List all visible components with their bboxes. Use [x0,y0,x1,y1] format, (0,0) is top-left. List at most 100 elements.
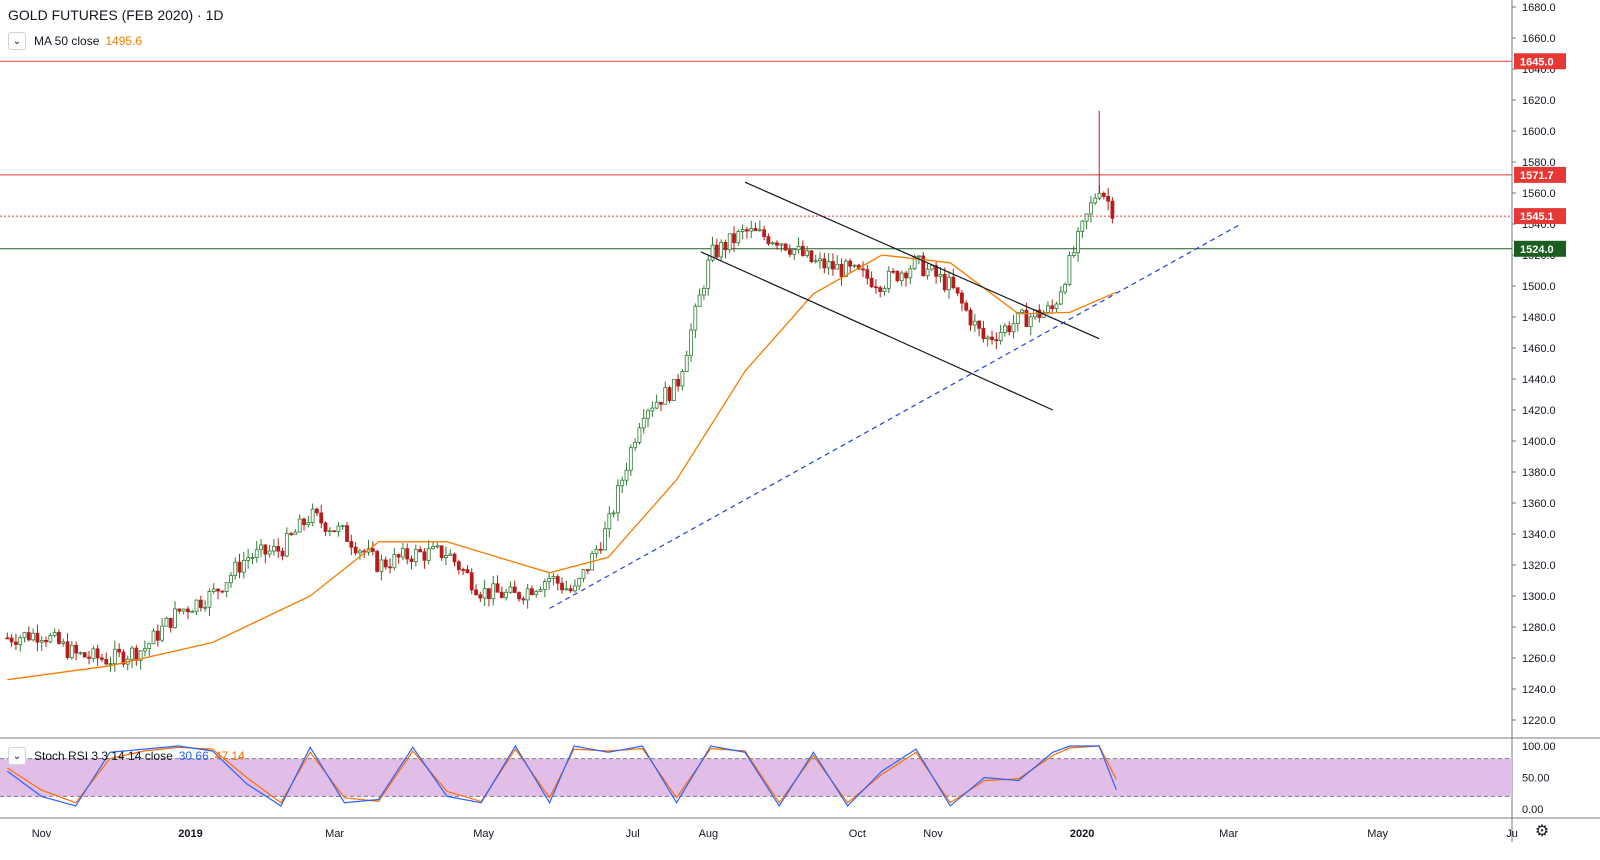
price-tick-label: 1280.0 [1522,622,1556,634]
candle-up [91,648,96,659]
candle-down [676,378,681,387]
candle-down [934,265,939,277]
chevron-down-icon[interactable]: ⌄ [8,32,26,50]
candle-down [960,292,964,304]
candle-down [276,546,281,552]
candle-down [121,651,126,665]
candle-up [843,260,848,278]
candle-down [186,608,190,613]
candle-down [74,644,79,654]
candle-up [947,276,951,291]
time-tick-label: Mar [1219,828,1238,840]
candle-up [173,608,177,628]
candle-up [641,417,646,429]
candle-down [319,512,324,524]
candle-down [981,327,986,340]
candle-up [241,560,246,573]
candle-up [650,407,655,412]
price-tick-label: 1560.0 [1522,188,1556,200]
candle-down [474,589,478,596]
candle-down [1050,305,1055,310]
candle-up [693,305,698,331]
candle-down [874,286,878,289]
candle-down [469,572,474,591]
candle-down [87,656,91,659]
candle-up [616,485,620,514]
price-tick-label: 1420.0 [1522,405,1556,417]
stoch-tick-label: 50.00 [1522,773,1550,785]
candle-up [1093,197,1098,204]
candle-up [78,652,83,655]
candle-down [951,276,956,289]
candle-down [831,261,835,270]
candle-up [207,591,212,608]
candle-down [383,559,388,568]
candle-down [994,339,999,342]
candle-down [921,255,926,277]
candle-down [14,641,18,645]
candle-up [1080,220,1085,232]
candle-down [848,260,853,267]
candle-up [229,575,233,584]
price-tick-label: 1240.0 [1522,684,1556,696]
candle-up [69,644,74,658]
candle-up [392,554,397,569]
rising-trend-line [549,223,1242,609]
candle-up [706,259,711,289]
candle-up [259,544,263,551]
price-tick-label: 1220.0 [1522,715,1556,727]
candle-up [749,228,754,232]
candle-down [349,541,354,548]
candle-down [560,582,564,591]
channel-lower-line [700,251,1054,411]
candle-up [607,513,612,530]
candle-up [250,557,255,559]
candle-up [151,630,156,645]
price-tick-label: 1380.0 [1522,467,1556,479]
candle-up [542,581,547,590]
candle-up [1089,202,1093,215]
stoch-label: Stoch RSI 3 3 14 14 close [34,749,173,763]
last-price-tag [1514,208,1566,225]
symbol-title: GOLD FUTURES (FEB 2020) · 1D [8,7,224,23]
candle-down [439,545,444,559]
candle-down [5,637,10,640]
candle-up [908,268,913,279]
candle-up [504,591,509,599]
candle-down [263,544,268,555]
candle-up [792,249,797,255]
candle-down [891,270,896,273]
candle-down [555,576,560,584]
chevron-down-icon[interactable]: ⌄ [8,747,26,765]
time-tick-label: May [1367,828,1388,840]
candle-down [220,590,225,593]
candle-down [783,243,788,251]
candle-up [899,272,904,282]
candle-up [401,548,405,558]
candle-up [603,528,607,551]
candle-up [796,245,801,250]
candle-up [697,294,702,307]
candle-up [633,441,638,449]
time-tick-label: 2020 [1070,828,1094,840]
candle-up [52,632,57,636]
candle-up [770,242,775,245]
candle-down [517,592,521,600]
candle-down [861,268,865,271]
candle-up [702,288,706,296]
candle-up [689,329,693,356]
candle-down [732,233,736,244]
candle-up [663,387,668,405]
candle-down [990,336,994,341]
time-tick-label: May [473,828,494,840]
gear-icon[interactable]: ⚙ [1534,823,1550,840]
candle-down [762,229,767,238]
candle-down [388,566,392,569]
candle-down [968,309,973,326]
candle-up [684,354,689,372]
candle-down [418,549,423,553]
candle-up [31,632,36,641]
candle-up [431,546,435,550]
candle-down [568,588,573,592]
